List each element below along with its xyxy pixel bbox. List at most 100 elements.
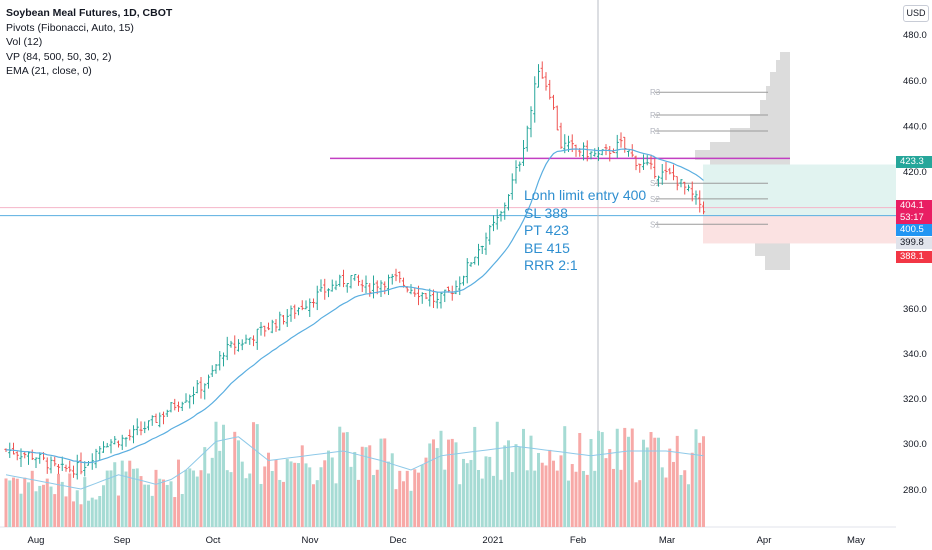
volume-bar bbox=[570, 464, 574, 527]
stop-zone bbox=[703, 215, 896, 244]
indicator-ema[interactable]: EMA (21, close, 0) bbox=[6, 65, 92, 77]
volume-bar bbox=[57, 473, 60, 527]
volume-bar bbox=[390, 453, 394, 527]
volume-bar bbox=[72, 501, 75, 527]
volume-bar bbox=[105, 470, 109, 527]
volume-bar bbox=[679, 475, 683, 527]
volume-bar bbox=[503, 445, 507, 527]
volume-bar bbox=[548, 449, 552, 527]
volume-bar bbox=[518, 446, 522, 527]
bar-countdown: 53:17 bbox=[900, 212, 924, 223]
volume-bar bbox=[225, 470, 229, 527]
volume-bar bbox=[597, 430, 600, 527]
volume-bar bbox=[544, 465, 548, 527]
volume-bar bbox=[522, 428, 525, 527]
volume-bar bbox=[477, 469, 480, 527]
volume-bar bbox=[19, 493, 23, 527]
volume-bar bbox=[117, 495, 120, 527]
volume-bar bbox=[75, 490, 79, 527]
volume-bar bbox=[409, 490, 413, 527]
volume-bar bbox=[698, 442, 702, 527]
volume-bar bbox=[540, 462, 544, 527]
volume-bar bbox=[672, 461, 675, 527]
volume-bar bbox=[402, 481, 405, 527]
volume-bar bbox=[349, 466, 353, 527]
volume-profile-bar bbox=[776, 60, 790, 72]
currency-button[interactable]: USD bbox=[903, 5, 929, 22]
trade-annotation[interactable]: Lonh limit entry 400 SL 388 PT 423 BE 41… bbox=[524, 187, 646, 275]
volume-bar bbox=[567, 480, 570, 527]
volume-bar bbox=[207, 473, 210, 527]
pivot-label: S2 bbox=[650, 195, 660, 204]
volume-bar bbox=[222, 424, 225, 527]
volume-bar bbox=[87, 500, 90, 527]
volume-bar bbox=[555, 470, 559, 527]
volume-bar bbox=[8, 480, 12, 527]
annotation-line-target: PT 423 bbox=[524, 222, 569, 238]
volume-bar bbox=[23, 477, 27, 527]
last-price-tag: 404.1 53:17 bbox=[896, 200, 932, 224]
volume-bar bbox=[300, 445, 304, 527]
price-tick-label: 420.0 bbox=[903, 167, 927, 178]
volume-bar bbox=[162, 479, 165, 527]
volume-profile-bar bbox=[695, 150, 790, 160]
volume-bar bbox=[582, 470, 585, 527]
volume-bar bbox=[525, 470, 529, 527]
annotation-line-stop: SL 388 bbox=[524, 204, 568, 221]
volume-bar bbox=[330, 457, 334, 527]
volume-bar bbox=[492, 475, 495, 527]
volume-bar bbox=[334, 483, 338, 527]
volume-bar bbox=[375, 469, 379, 527]
volume-bar bbox=[338, 426, 342, 527]
volume-profile-bar bbox=[766, 86, 790, 100]
volume-bar bbox=[240, 461, 244, 527]
indicator-volume[interactable]: Vol (12) bbox=[6, 36, 43, 48]
volume-bar bbox=[435, 448, 439, 527]
volume-bar bbox=[237, 440, 240, 527]
pivot-label: R1 bbox=[650, 127, 661, 136]
volume-bar bbox=[488, 456, 492, 527]
volume-bar bbox=[645, 447, 649, 527]
chart-legend: Soybean Meal Futures, 1D, CBOT Pivots (F… bbox=[6, 6, 172, 79]
volume-bar bbox=[210, 457, 214, 527]
volume-bar bbox=[184, 469, 188, 527]
pivot-label: S1 bbox=[650, 220, 660, 229]
time-tick-label: Apr bbox=[757, 535, 772, 546]
volume-bar bbox=[285, 459, 289, 527]
price-tick-label: 300.0 bbox=[903, 439, 927, 450]
volume-bar bbox=[668, 448, 672, 527]
volume-bar bbox=[135, 468, 139, 527]
volume-bar bbox=[657, 437, 660, 527]
volume-bar bbox=[529, 435, 533, 527]
pivot-label: R2 bbox=[650, 111, 661, 120]
volume-bar bbox=[293, 462, 297, 527]
volume-bar bbox=[308, 467, 312, 527]
volume-bar bbox=[150, 495, 154, 527]
volume-bar bbox=[90, 497, 94, 527]
entry-price-tag: 400.5 bbox=[896, 224, 932, 236]
volume-bar bbox=[49, 486, 53, 527]
volume-bar bbox=[218, 450, 222, 527]
volume-bar bbox=[450, 438, 454, 527]
volume-bar bbox=[98, 496, 102, 527]
volume-bar bbox=[360, 446, 364, 527]
volume-bar bbox=[619, 469, 623, 527]
time-tick-label: Feb bbox=[570, 535, 586, 546]
volume-bar bbox=[514, 444, 518, 527]
volume-bar bbox=[368, 445, 372, 527]
indicator-volume-profile[interactable]: VP (84, 500, 50, 30, 2) bbox=[6, 50, 112, 63]
volume-bar bbox=[413, 469, 417, 527]
volume-bar bbox=[379, 438, 383, 527]
volume-bar bbox=[30, 470, 34, 527]
volume-bar bbox=[364, 447, 368, 527]
indicator-pivots[interactable]: Pivots (Fibonacci, Auto, 15) bbox=[6, 21, 134, 34]
volume-bar bbox=[627, 436, 630, 527]
volume-bar bbox=[109, 470, 113, 527]
volume-bar bbox=[180, 493, 184, 527]
volume-bar bbox=[132, 468, 135, 527]
symbol-title[interactable]: Soybean Meal Futures, 1D, CBOT bbox=[6, 7, 173, 19]
volume-bar bbox=[417, 472, 420, 527]
volume-bar bbox=[649, 432, 653, 527]
volume-bar bbox=[267, 452, 270, 527]
